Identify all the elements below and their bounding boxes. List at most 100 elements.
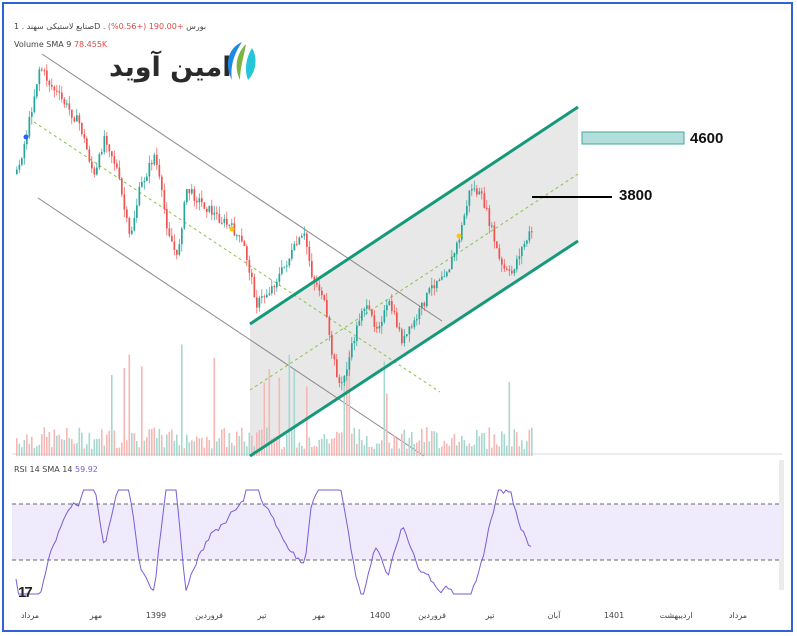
- volume-bar: [208, 440, 211, 456]
- candle-body: [343, 375, 346, 383]
- volume-bar: [328, 443, 331, 456]
- volume-bar: [518, 446, 521, 456]
- volume-bar: [316, 446, 318, 456]
- volume-bar: [388, 442, 391, 456]
- volume-bar: [343, 375, 346, 456]
- volume-bar: [106, 434, 108, 456]
- volume-bar: [351, 433, 353, 456]
- candle-body: [443, 276, 446, 278]
- volume-bar: [123, 367, 126, 456]
- volume-bar: [513, 429, 516, 456]
- volume-value: 78.455K: [73, 40, 108, 49]
- volume-bar: [181, 344, 183, 456]
- brand-logo-text: امین آوید: [109, 52, 232, 83]
- volume-bar: [41, 434, 43, 456]
- volume-bar: [503, 434, 506, 456]
- volume-bar: [108, 430, 111, 456]
- volume-bar: [516, 432, 518, 456]
- volume-bar: [126, 440, 128, 456]
- candle-body: [403, 336, 406, 344]
- volume-bar: [313, 445, 316, 456]
- volume-bar: [488, 427, 491, 456]
- candle-body: [223, 218, 226, 223]
- candle-body: [48, 80, 51, 85]
- candle-body: [101, 152, 103, 154]
- candle-body: [118, 167, 121, 179]
- volume-bar: [146, 437, 148, 456]
- candle-body: [396, 312, 398, 328]
- volume-bar: [463, 440, 466, 456]
- candle-body: [456, 242, 458, 254]
- volume-bar: [268, 369, 271, 456]
- candle-body: [531, 231, 533, 233]
- candle-body: [36, 84, 38, 97]
- candle-body: [141, 181, 143, 187]
- volume-bar: [138, 447, 141, 456]
- candle-body: [491, 225, 493, 227]
- volume-bar: [448, 445, 451, 456]
- volume-bar: [293, 370, 296, 456]
- volume-bar: [376, 443, 378, 456]
- volume-bar: [461, 435, 463, 456]
- candle-body: [23, 144, 26, 159]
- volume-bar: [171, 429, 173, 456]
- candle-body: [176, 249, 178, 255]
- candle-body: [206, 208, 208, 212]
- volume-bar: [191, 440, 193, 456]
- candle-body: [26, 136, 28, 145]
- chart-canvas[interactable]: [4, 4, 795, 634]
- candle-body: [31, 112, 33, 117]
- candle-body: [476, 188, 478, 195]
- volume-bar: [453, 433, 456, 456]
- volume-bar: [141, 366, 143, 456]
- candle-body: [283, 266, 286, 268]
- candle-body: [426, 292, 428, 307]
- candle-body: [41, 69, 43, 71]
- candle-body: [268, 293, 271, 295]
- volume-bar: [378, 443, 381, 456]
- candle-body: [263, 296, 266, 298]
- volume-bar: [403, 429, 406, 456]
- candle-body: [241, 235, 243, 242]
- volume-bar: [501, 431, 503, 456]
- volume-bar: [93, 439, 96, 456]
- candle-body: [483, 193, 486, 208]
- candle-body: [208, 205, 211, 212]
- volume-bar: [423, 442, 426, 456]
- candle-body: [503, 264, 506, 269]
- volume-bar: [78, 427, 81, 456]
- candle-body: [528, 231, 531, 241]
- volume-bar: [301, 445, 303, 456]
- volume-bar: [253, 445, 256, 456]
- volume-bar: [121, 442, 123, 456]
- volume-bar: [458, 441, 461, 456]
- volume-bar: [393, 435, 396, 456]
- candle-body: [58, 91, 61, 93]
- candle-body: [171, 235, 173, 242]
- candle-body: [511, 270, 513, 274]
- candle-body: [183, 202, 186, 229]
- volume-bar: [176, 434, 178, 456]
- price-change: +190.00 (+0.56%): [107, 22, 184, 31]
- candle-body: [418, 308, 421, 320]
- asc-channel-lower: [249, 239, 579, 458]
- volume-bar: [271, 438, 273, 456]
- candle-body: [248, 260, 251, 273]
- candle-body: [121, 178, 123, 195]
- candle-body: [168, 228, 171, 236]
- candle-body: [301, 235, 303, 238]
- volume-bar: [58, 434, 61, 456]
- candle-body: [146, 176, 148, 181]
- volume-bar: [148, 429, 151, 456]
- candle-body: [236, 235, 238, 237]
- volume-bar: [233, 445, 236, 456]
- volume-bar: [496, 444, 498, 456]
- volume-bar: [428, 441, 431, 456]
- candle-body: [428, 288, 431, 293]
- volume-bar: [248, 432, 251, 456]
- brand-logo-icon: [227, 42, 256, 80]
- candle-body: [56, 90, 58, 92]
- volume-bar: [528, 429, 531, 456]
- volume-bar: [443, 440, 446, 456]
- candle-body: [326, 300, 328, 317]
